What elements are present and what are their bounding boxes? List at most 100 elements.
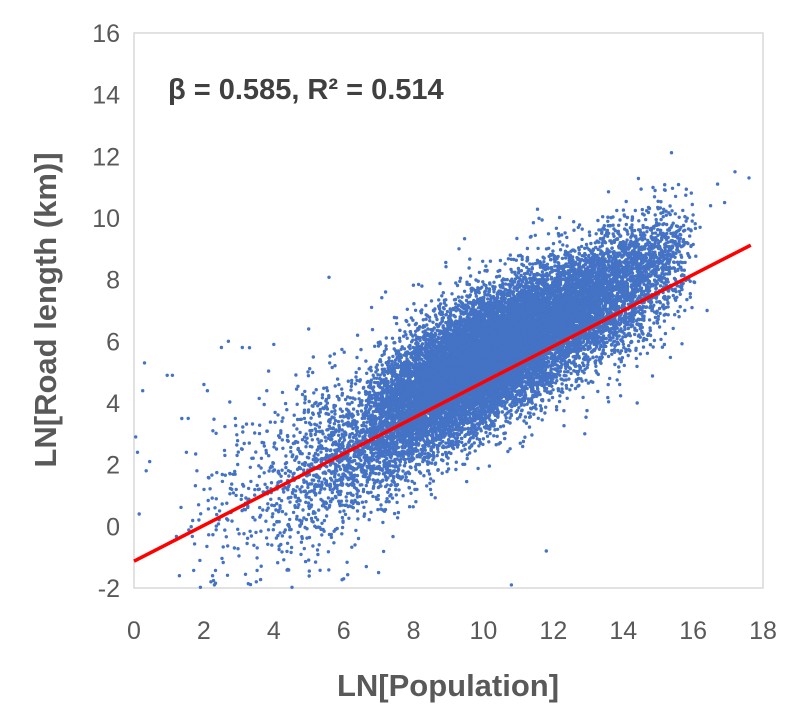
data-point: [424, 317, 428, 321]
data-point: [536, 246, 540, 251]
data-point: [641, 345, 646, 349]
data-point: [558, 394, 562, 398]
data-point: [493, 428, 497, 432]
data-point: [523, 380, 527, 384]
data-point: [633, 332, 637, 337]
data-point: [474, 294, 478, 298]
data-point: [542, 260, 546, 264]
data-point: [688, 234, 692, 238]
data-point: [615, 337, 619, 341]
data-point: [684, 193, 688, 197]
data-point: [650, 231, 655, 235]
data-point: [652, 321, 656, 325]
data-point: [647, 318, 652, 322]
data-point: [668, 204, 672, 208]
data-point: [556, 231, 561, 236]
data-point: [693, 222, 697, 226]
data-point: [465, 456, 469, 461]
data-point: [440, 294, 444, 298]
data-point: [584, 378, 588, 382]
data-point: [544, 247, 549, 251]
data-point: [606, 215, 610, 219]
data-points: [134, 151, 751, 589]
data-point: [610, 352, 614, 356]
data-point: [543, 411, 547, 415]
data-point: [498, 425, 503, 429]
data-point: [394, 487, 398, 492]
data-point: [635, 364, 639, 369]
data-point: [621, 342, 626, 346]
data-point: [685, 297, 689, 302]
data-point: [484, 264, 488, 268]
data-point: [371, 373, 375, 377]
data-point: [407, 323, 411, 327]
data-point: [503, 436, 507, 441]
data-point: [585, 246, 589, 250]
data-point: [622, 363, 626, 368]
data-point: [673, 212, 677, 216]
data-point: [630, 215, 635, 219]
data-point: [509, 267, 513, 272]
data-point: [646, 238, 650, 243]
data-point: [411, 283, 416, 287]
data-point: [467, 266, 471, 270]
data-point: [557, 215, 562, 220]
data-point: [659, 217, 663, 222]
data-point: [437, 298, 441, 302]
data-point: [651, 185, 655, 190]
data-point: [606, 354, 611, 359]
data-point: [492, 434, 496, 438]
data-point: [666, 305, 670, 309]
data-point: [626, 353, 630, 358]
data-point: [653, 213, 657, 217]
data-point: [435, 453, 439, 458]
data-point: [671, 234, 675, 238]
data-point: [551, 241, 556, 246]
data-point: [561, 243, 565, 247]
data-point: [394, 352, 399, 356]
data-point: [584, 415, 588, 419]
data-point: [681, 223, 686, 228]
data-point: [585, 408, 589, 413]
data-point: [504, 282, 508, 286]
data-point: [376, 391, 380, 395]
data-point: [645, 351, 650, 355]
data-point: [606, 190, 611, 194]
data-point: [617, 357, 621, 361]
data-point: [501, 281, 505, 286]
data-point: [624, 199, 628, 204]
data-point: [581, 361, 585, 365]
data-point: [648, 343, 653, 347]
data-point: [683, 308, 687, 313]
data-point: [661, 210, 665, 215]
data-point: [581, 395, 585, 400]
data-point: [554, 408, 559, 412]
data-point: [646, 333, 650, 338]
data-point: [585, 365, 589, 370]
data-point: [640, 207, 644, 212]
data-point: [550, 395, 555, 400]
data-point: [618, 394, 623, 398]
data-point: [690, 219, 694, 223]
data-point: [364, 359, 368, 363]
data-point: [427, 315, 432, 319]
data-point: [380, 363, 384, 367]
data-point: [693, 226, 698, 231]
data-point: [495, 434, 499, 438]
data-point: [659, 200, 663, 204]
data-point: [565, 244, 569, 248]
data-point: [636, 176, 641, 181]
data-point: [525, 246, 530, 251]
data-point: [577, 252, 581, 256]
data-point: [610, 246, 614, 250]
data-point: [637, 219, 641, 223]
data-point: [594, 355, 599, 359]
data-point: [652, 338, 657, 343]
data-point: [657, 306, 662, 311]
data-point: [544, 405, 548, 409]
data-point: [586, 363, 590, 367]
data-point: [617, 223, 621, 227]
data-point: [425, 323, 429, 327]
data-point: [670, 186, 675, 190]
